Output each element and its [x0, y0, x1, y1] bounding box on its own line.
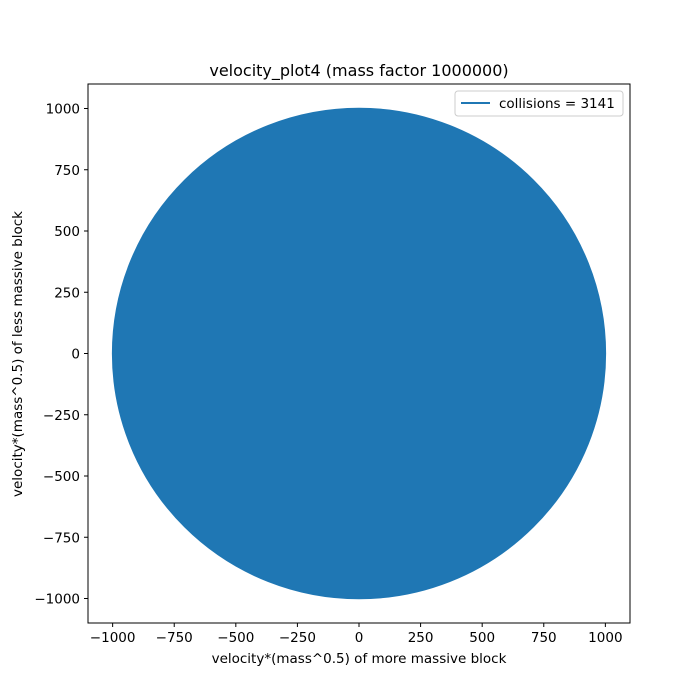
- x-tick-label: −1000: [90, 630, 136, 646]
- x-tick-label: −250: [279, 630, 316, 646]
- y-tick-label: 750: [54, 163, 80, 179]
- y-tick-label: −1000: [34, 592, 80, 608]
- x-tick-label: 500: [469, 630, 495, 646]
- y-tick-label: 0: [71, 347, 80, 363]
- y-tick-label: −750: [43, 530, 80, 546]
- x-axis-label: velocity*(mass^0.5) of more massive bloc…: [212, 651, 507, 667]
- series-0-circle: [111, 107, 607, 600]
- x-tick-label: −500: [217, 630, 254, 646]
- chart-title: velocity_plot4 (mass factor 1000000): [209, 61, 508, 81]
- x-axis-ticks: −1000 −750 −500 −250 0 250 500 750 1000: [90, 623, 623, 646]
- y-tick-label: 250: [54, 285, 80, 301]
- legend-box: [454, 90, 624, 117]
- y-tick-label: 500: [54, 224, 80, 240]
- x-tick-label: 250: [408, 630, 434, 646]
- legend-entry-label: collisions = 3141: [499, 96, 615, 112]
- y-tick-label: −500: [43, 469, 80, 485]
- y-tick-label: 1000: [46, 102, 80, 118]
- legend: collisions = 3141: [454, 90, 624, 117]
- series-layer: [111, 107, 607, 600]
- x-tick-label: 750: [531, 630, 557, 646]
- y-axis-label: velocity*(mass^0.5) of less massive bloc…: [10, 211, 26, 497]
- x-tick-label: −750: [156, 630, 193, 646]
- y-axis-ticks: −1000 −750 −500 −250 0 250 500 750 1000: [34, 102, 88, 608]
- x-tick-label: 1000: [588, 630, 622, 646]
- x-tick-label: 0: [355, 630, 364, 646]
- y-tick-label: −250: [43, 408, 80, 424]
